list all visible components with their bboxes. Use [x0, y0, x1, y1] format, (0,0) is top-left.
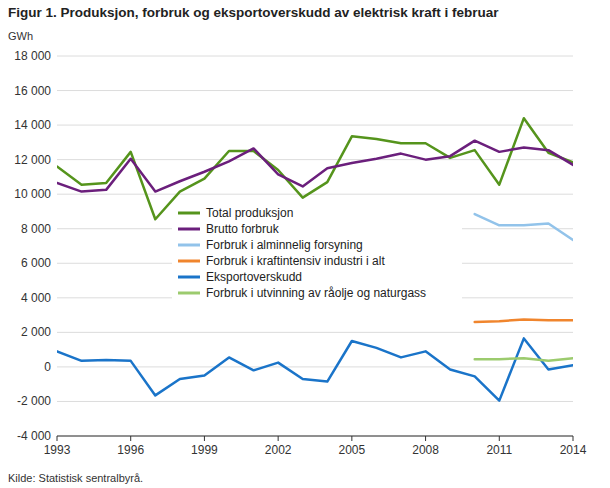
legend-label: Total produksjon — [206, 206, 293, 220]
x-tick — [425, 436, 426, 441]
grid-line — [57, 436, 573, 437]
legend-swatch — [178, 276, 200, 279]
x-tick-label: 2011 — [486, 443, 512, 457]
y-tick-label: 18 000 — [14, 49, 51, 63]
legend-swatch — [178, 228, 200, 231]
legend-background — [172, 205, 462, 309]
y-tick-label: 10 000 — [14, 187, 51, 201]
y-tick-label: -2 000 — [17, 394, 51, 408]
x-tick — [204, 436, 205, 441]
x-tick — [278, 436, 279, 441]
x-tick-label: 1996 — [117, 443, 144, 457]
x-tick-label: 2005 — [339, 443, 366, 457]
x-tick — [573, 436, 574, 441]
chart: Figur 1. Produksjon, forbruk og eksporto… — [0, 0, 610, 488]
series-line — [475, 358, 573, 361]
x-tick-label: 2002 — [265, 443, 292, 457]
x-axis — [57, 436, 573, 437]
x-tick — [499, 436, 500, 441]
y-tick-label: 16 000 — [14, 84, 51, 98]
x-tick-label: 1993 — [44, 443, 71, 457]
legend: Total produksjon Brutto forbruk Forbruk i … — [172, 205, 462, 309]
y-tick-label: 4 000 — [21, 291, 51, 305]
x-tick — [130, 436, 131, 441]
legend-label: Eksportoverskudd — [206, 270, 302, 284]
grid-line — [57, 90, 573, 91]
series-line — [475, 214, 573, 240]
grid-line — [57, 332, 573, 333]
legend-swatch — [178, 212, 200, 215]
legend-label: Forbruk i kraftintensiv industri i alt — [206, 254, 385, 268]
grid-line — [57, 194, 573, 195]
y-tick-label: 0 — [44, 360, 51, 374]
grid-line — [57, 125, 573, 126]
x-tick-label: 2014 — [560, 443, 587, 457]
y-tick-label: 8 000 — [21, 222, 51, 236]
y-tick-label: 12 000 — [14, 153, 51, 167]
series-line — [475, 319, 573, 322]
legend-swatch — [178, 260, 200, 263]
x-tick — [57, 436, 58, 441]
x-tick-label: 1999 — [191, 443, 218, 457]
legend-label: Brutto forbruk — [206, 222, 280, 236]
legend-swatch — [178, 244, 200, 247]
y-tick-label: 2 000 — [21, 325, 51, 339]
grid-line — [57, 56, 573, 57]
y-tick-label: 14 000 — [14, 118, 51, 132]
title: Figur 1. Produksjon, forbruk og eksporto… — [8, 5, 499, 20]
legend-swatch — [178, 292, 200, 295]
source: Kilde: Statistisk sentralbyrå. — [8, 472, 143, 484]
x-tick — [351, 436, 352, 441]
plot-area — [57, 118, 573, 400]
series-line — [57, 118, 573, 219]
series-line — [57, 338, 573, 400]
series-line — [57, 141, 573, 192]
y-tick-label: 6 000 — [21, 256, 51, 270]
grid-line — [57, 401, 573, 402]
legend-label: Forbruk i alminnelig forsyning — [206, 238, 363, 252]
x-tick-label: 2008 — [412, 443, 439, 457]
legend-label: Forbruk i utvinning av råolje og naturga… — [206, 286, 426, 300]
y-tick-label: -4 000 — [17, 429, 51, 443]
y-axis-label: GWh — [8, 30, 33, 42]
